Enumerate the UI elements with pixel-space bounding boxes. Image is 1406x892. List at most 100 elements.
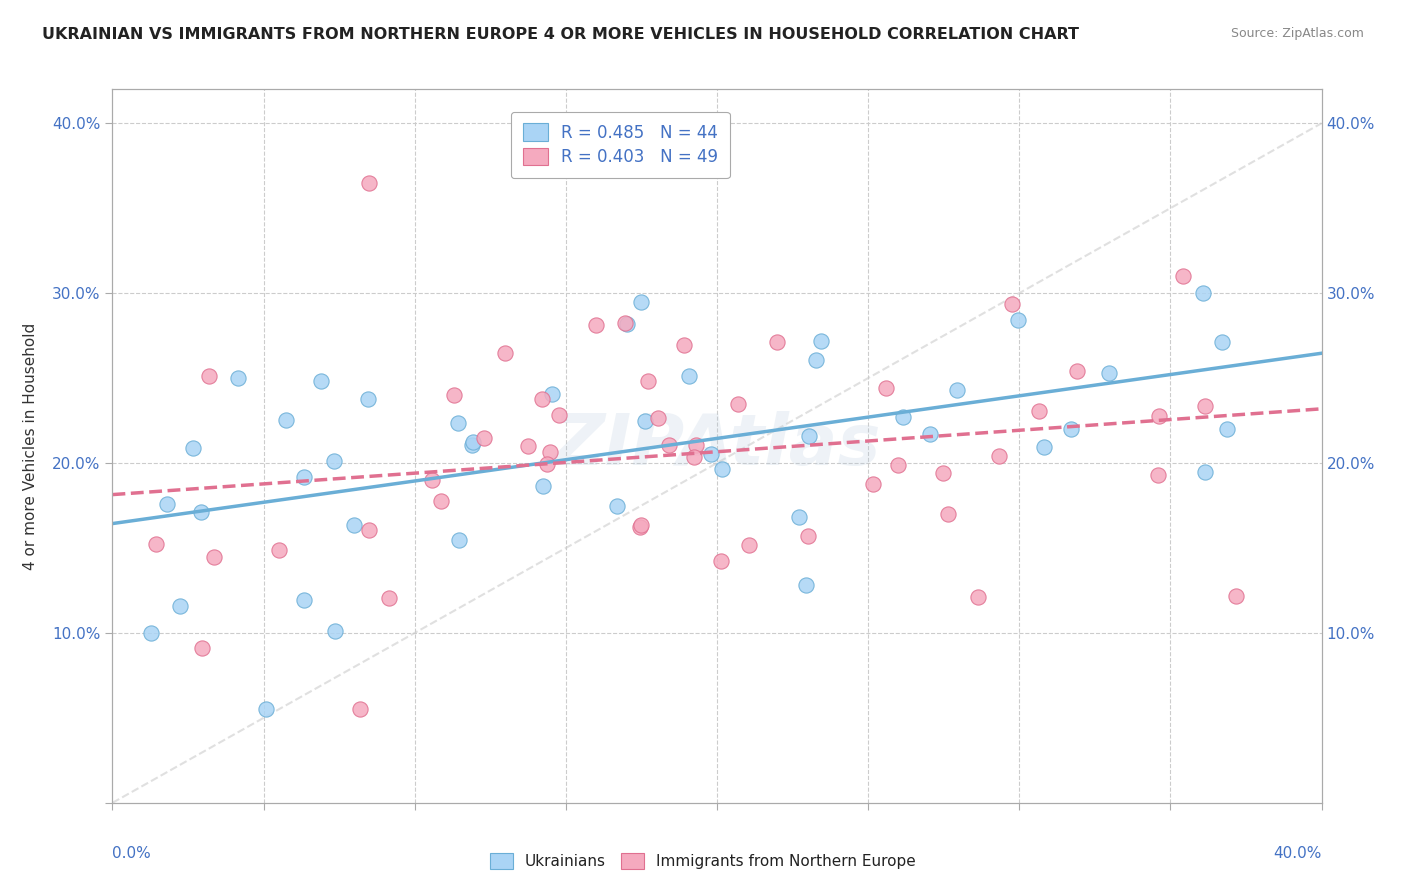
- Point: [886, 458, 908, 473]
- Point: [357, 392, 380, 407]
- Point: [377, 591, 399, 605]
- Point: [1001, 297, 1024, 311]
- Point: [294, 593, 316, 607]
- Point: [1194, 465, 1216, 479]
- Point: [155, 497, 177, 511]
- Point: [309, 375, 332, 389]
- Point: [359, 524, 381, 538]
- Point: [169, 599, 191, 613]
- Point: [1028, 404, 1050, 418]
- Point: [443, 388, 465, 402]
- Point: [183, 441, 205, 455]
- Point: [616, 317, 638, 331]
- Point: [294, 470, 316, 484]
- Point: [630, 518, 652, 533]
- Point: [429, 493, 451, 508]
- Point: [420, 473, 443, 487]
- Point: [647, 410, 669, 425]
- Point: [531, 392, 554, 406]
- Legend: Ukrainians, Immigrants from Northern Europe: Ukrainians, Immigrants from Northern Eur…: [484, 847, 922, 875]
- Point: [461, 437, 484, 451]
- Point: [710, 554, 733, 568]
- Point: [191, 641, 214, 656]
- Point: [472, 431, 495, 445]
- Point: [1060, 422, 1083, 436]
- Point: [226, 371, 249, 385]
- Point: [1098, 366, 1121, 380]
- Point: [862, 476, 884, 491]
- Point: [139, 625, 162, 640]
- Point: [541, 387, 564, 401]
- Point: [967, 590, 990, 604]
- Point: [936, 507, 959, 521]
- Point: [920, 427, 942, 442]
- Point: [343, 518, 366, 533]
- Point: [254, 702, 277, 716]
- Text: 0.0%: 0.0%: [112, 846, 152, 861]
- Point: [349, 702, 371, 716]
- Point: [145, 537, 167, 551]
- Point: [202, 549, 225, 564]
- Point: [678, 368, 700, 383]
- Point: [325, 624, 347, 638]
- Point: [531, 479, 554, 493]
- Point: [891, 409, 914, 424]
- Point: [1007, 313, 1029, 327]
- Point: [797, 529, 820, 543]
- Point: [1211, 335, 1233, 350]
- Point: [1216, 422, 1239, 436]
- Point: [628, 520, 651, 534]
- Point: [685, 438, 707, 452]
- Point: [987, 449, 1010, 463]
- Point: [322, 454, 344, 468]
- Point: [875, 381, 897, 395]
- Point: [613, 316, 636, 330]
- Point: [606, 499, 628, 513]
- Point: [806, 352, 828, 367]
- Point: [495, 345, 517, 359]
- Point: [738, 538, 761, 552]
- Text: Source: ZipAtlas.com: Source: ZipAtlas.com: [1230, 27, 1364, 40]
- Point: [711, 461, 734, 475]
- Point: [1194, 400, 1216, 414]
- Text: ZIPAtlas: ZIPAtlas: [553, 411, 882, 481]
- Point: [630, 294, 652, 309]
- Point: [1147, 467, 1170, 482]
- Point: [548, 409, 571, 423]
- Point: [932, 466, 955, 480]
- Point: [765, 334, 787, 349]
- Point: [516, 439, 538, 453]
- Point: [1192, 286, 1215, 301]
- Point: [267, 543, 290, 558]
- Point: [727, 397, 749, 411]
- Point: [1225, 589, 1247, 603]
- Y-axis label: 4 or more Vehicles in Household: 4 or more Vehicles in Household: [24, 322, 38, 570]
- Point: [274, 413, 297, 427]
- Point: [461, 434, 484, 449]
- Point: [699, 447, 721, 461]
- Point: [1147, 409, 1170, 423]
- Point: [190, 506, 212, 520]
- Point: [447, 533, 470, 548]
- Point: [794, 577, 817, 591]
- Point: [633, 414, 655, 428]
- Point: [672, 338, 695, 352]
- Point: [447, 417, 470, 431]
- Text: 40.0%: 40.0%: [1274, 846, 1322, 861]
- Point: [359, 176, 381, 190]
- Point: [637, 375, 659, 389]
- Point: [585, 318, 607, 333]
- Legend: R = 0.485   N = 44, R = 0.403   N = 49: R = 0.485 N = 44, R = 0.403 N = 49: [510, 112, 730, 178]
- Point: [683, 450, 706, 464]
- Point: [536, 457, 558, 471]
- Point: [1033, 440, 1056, 454]
- Point: [1066, 364, 1088, 378]
- Point: [810, 334, 832, 349]
- Point: [538, 444, 561, 458]
- Text: UKRAINIAN VS IMMIGRANTS FROM NORTHERN EUROPE 4 OR MORE VEHICLES IN HOUSEHOLD COR: UKRAINIAN VS IMMIGRANTS FROM NORTHERN EU…: [42, 27, 1080, 42]
- Point: [797, 428, 820, 442]
- Point: [198, 368, 221, 383]
- Point: [658, 438, 681, 452]
- Point: [787, 509, 810, 524]
- Point: [1173, 269, 1195, 284]
